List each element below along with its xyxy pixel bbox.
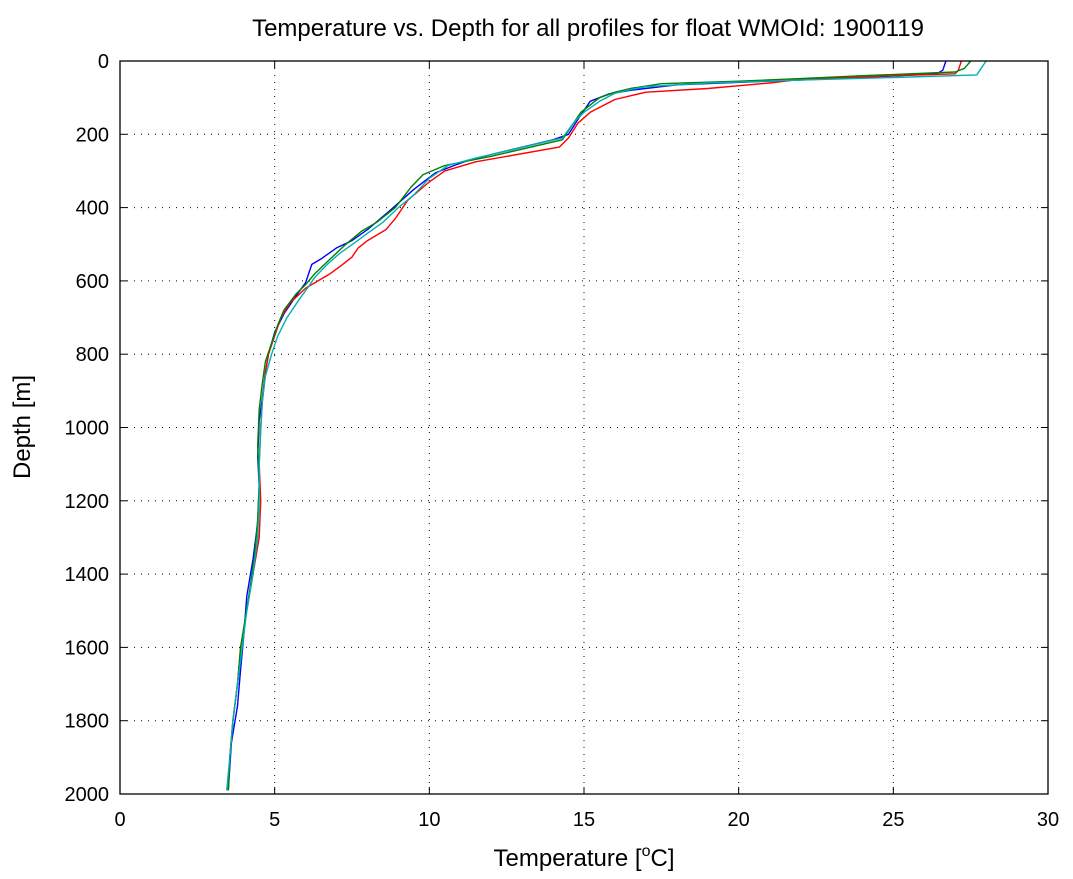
y-tick-label: 1200	[65, 491, 110, 513]
x-axis-label-main: Temperature [	[494, 845, 642, 872]
tick-marks	[119, 60, 1049, 795]
profile-line-4	[226, 60, 987, 791]
x-axis-label-superscript: o	[642, 843, 651, 860]
y-tick-label: 1800	[65, 711, 110, 733]
y-tick-label: 200	[76, 124, 109, 146]
x-tick-label: 0	[114, 809, 125, 831]
profile-line-2	[227, 60, 963, 791]
series-layer	[226, 60, 987, 791]
y-tick-label: 600	[76, 271, 109, 293]
grid-lines	[120, 61, 1048, 794]
y-tick-label: 1600	[65, 637, 110, 659]
x-tick-label: 30	[1037, 809, 1059, 831]
chart-title: Temperature vs. Depth for all profiles f…	[252, 15, 924, 42]
y-axis-label: Depth [m]	[9, 375, 36, 479]
y-tick-label: 2000	[65, 784, 110, 806]
x-axis-label: Temperature [oC]	[494, 843, 675, 872]
x-tick-labels: 0 5 10 15 20 25 30	[114, 809, 1059, 831]
x-tick-label: 25	[882, 809, 904, 831]
y-tick-label: 0	[98, 51, 109, 73]
x-tick-label: 10	[418, 809, 440, 831]
x-axis-label-unit: C]	[650, 845, 674, 872]
x-tick-label: 5	[269, 809, 280, 831]
profile-line-3	[227, 60, 972, 791]
x-tick-label: 15	[573, 809, 595, 831]
y-tick-label: 800	[76, 344, 109, 366]
profile-line-1	[227, 60, 947, 791]
y-tick-label: 400	[76, 198, 109, 220]
y-tick-label: 1400	[65, 564, 110, 586]
y-tick-labels: 0 200 400 600 800 1000 1200 1400 1600 1800 2000	[65, 51, 110, 806]
x-tick-label: 20	[728, 809, 750, 831]
y-tick-label: 1000	[65, 418, 110, 440]
